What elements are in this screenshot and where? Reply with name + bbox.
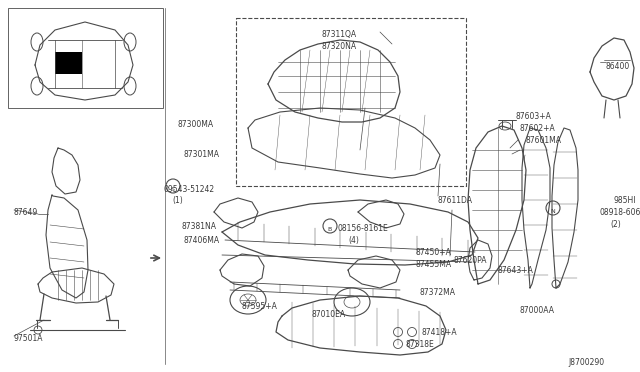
- Text: (1): (1): [172, 196, 183, 205]
- Text: 87620PA: 87620PA: [453, 256, 486, 265]
- Text: S: S: [171, 187, 175, 192]
- Text: 86400: 86400: [606, 62, 630, 71]
- FancyBboxPatch shape: [55, 52, 82, 74]
- Text: 87406MA: 87406MA: [183, 236, 219, 245]
- Text: (4): (4): [348, 236, 359, 245]
- Text: (2): (2): [610, 220, 621, 229]
- Text: 87372MA: 87372MA: [420, 288, 456, 297]
- Text: 87418+A: 87418+A: [421, 328, 456, 337]
- Text: 87649: 87649: [14, 208, 38, 217]
- Text: 87643+A: 87643+A: [497, 266, 533, 275]
- Text: 87000AA: 87000AA: [519, 306, 554, 315]
- Text: B: B: [328, 227, 332, 232]
- Text: 08918-60610: 08918-60610: [600, 208, 640, 217]
- Text: 87300MA: 87300MA: [178, 120, 214, 129]
- Text: 87455MA: 87455MA: [415, 260, 451, 269]
- Text: 87381NA: 87381NA: [182, 222, 217, 231]
- Text: 87320NA: 87320NA: [322, 42, 357, 51]
- Text: 97501A: 97501A: [14, 334, 44, 343]
- Text: 87603+A: 87603+A: [515, 112, 551, 121]
- Text: 87611DA: 87611DA: [438, 196, 473, 205]
- Text: 09543-51242: 09543-51242: [163, 185, 214, 194]
- Text: 87311QA: 87311QA: [322, 30, 357, 39]
- Text: 985HI: 985HI: [614, 196, 637, 205]
- Text: 87595+A: 87595+A: [242, 302, 278, 311]
- Text: J8700290: J8700290: [568, 358, 604, 367]
- Text: 08156-8161E: 08156-8161E: [338, 224, 388, 233]
- Text: 87301MA: 87301MA: [183, 150, 219, 159]
- Text: 87010EA: 87010EA: [312, 310, 346, 319]
- Text: 87602+A: 87602+A: [519, 124, 555, 133]
- Text: 87318E: 87318E: [405, 340, 434, 349]
- Text: 87601MA: 87601MA: [525, 136, 561, 145]
- Text: 87450+A: 87450+A: [415, 248, 451, 257]
- Text: N: N: [550, 209, 556, 214]
